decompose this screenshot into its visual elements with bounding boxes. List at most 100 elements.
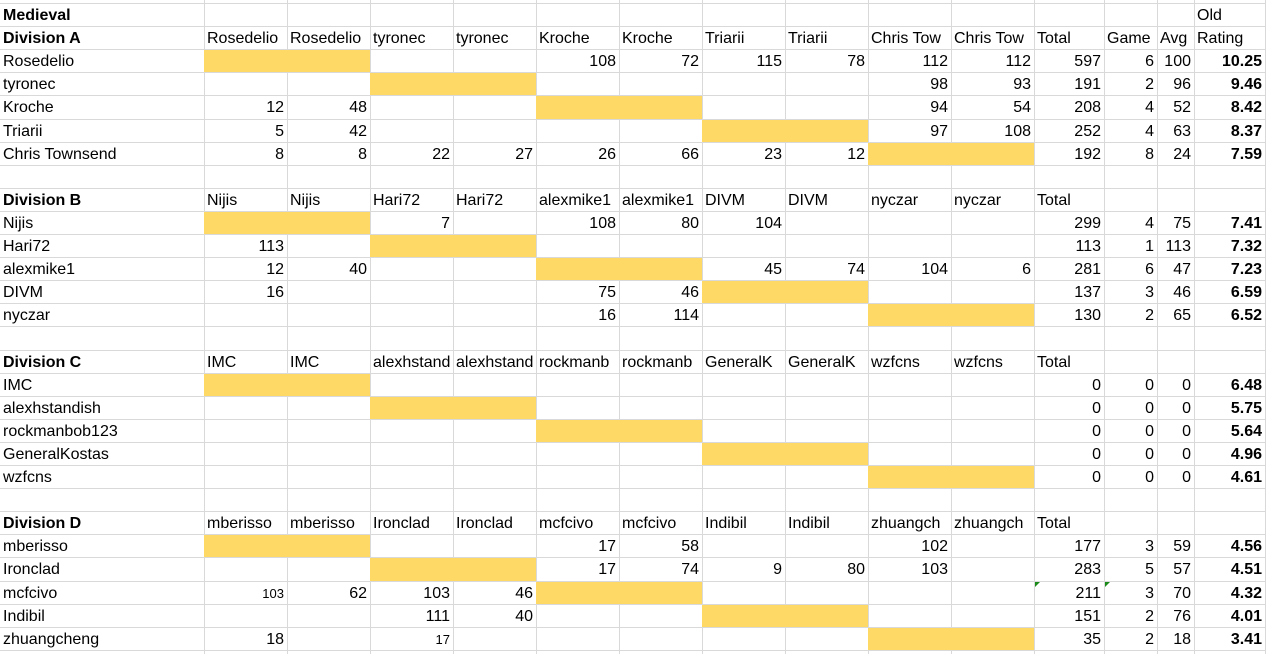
average-value[interactable]: 96	[1173, 76, 1191, 93]
score-value[interactable]: 48	[349, 99, 367, 116]
division-title[interactable]: Division A	[3, 30, 81, 47]
average-value[interactable]: 47	[1173, 261, 1191, 278]
score-value[interactable]: 40	[349, 261, 367, 278]
score-value[interactable]: 45	[764, 261, 782, 278]
total-value[interactable]: 113	[1075, 238, 1101, 255]
rating-value[interactable]: 7.32	[1230, 238, 1262, 255]
score-value[interactable]: 104	[921, 261, 948, 278]
score-value[interactable]: 74	[847, 261, 865, 278]
column-header[interactable]: Indibil	[705, 515, 747, 532]
division-title[interactable]: Division D	[3, 515, 82, 532]
column-header[interactable]: Hari72	[373, 192, 421, 209]
player-name[interactable]: alexmike1	[3, 261, 76, 278]
player-name[interactable]: mberisso	[3, 538, 68, 555]
score-value[interactable]: 98	[930, 76, 948, 93]
score-value[interactable]: 12	[847, 146, 865, 163]
rating-value[interactable]: 4.96	[1230, 446, 1262, 463]
rating-value[interactable]: 4.51	[1230, 561, 1262, 578]
games-value[interactable]: 2	[1145, 307, 1154, 324]
rating-value[interactable]: 7.59	[1230, 146, 1262, 163]
rating-value[interactable]: 8.42	[1230, 99, 1262, 116]
games-value[interactable]: 5	[1145, 561, 1154, 578]
average-value[interactable]: 76	[1173, 608, 1191, 625]
rating-value[interactable]: 4.61	[1230, 469, 1262, 486]
average-value[interactable]: 63	[1173, 123, 1191, 140]
score-value[interactable]: 46	[681, 284, 699, 301]
player-name[interactable]: Ironclad	[3, 561, 60, 578]
score-value[interactable]: 66	[681, 146, 699, 163]
score-value[interactable]: 108	[1004, 123, 1031, 140]
rating-value[interactable]: 9.46	[1230, 76, 1262, 93]
player-name[interactable]: Triarii	[3, 123, 43, 140]
score-value[interactable]: 102	[921, 538, 948, 555]
games-value[interactable]: 0	[1145, 423, 1154, 440]
average-value[interactable]: 24	[1173, 146, 1191, 163]
score-value[interactable]: 93	[1013, 76, 1031, 93]
column-header[interactable]: Nijis	[207, 192, 238, 209]
score-value[interactable]: 62	[349, 585, 367, 602]
score-value[interactable]: 72	[681, 53, 699, 70]
column-header[interactable]: Ironclad	[456, 515, 513, 532]
score-value[interactable]: 103	[423, 585, 450, 602]
score-value[interactable]: 26	[598, 146, 616, 163]
column-header[interactable]: GeneralK	[705, 354, 773, 371]
score-value[interactable]: 54	[1013, 99, 1031, 116]
rating-value[interactable]: 5.64	[1230, 423, 1262, 440]
games-value[interactable]: 0	[1145, 446, 1154, 463]
total-value[interactable]: 281	[1074, 261, 1101, 278]
total-value[interactable]: 211	[1075, 585, 1101, 602]
score-value[interactable]: 22	[432, 146, 450, 163]
score-value[interactable]: 42	[349, 123, 367, 140]
rating-value[interactable]: 6.52	[1230, 307, 1262, 324]
average-value[interactable]: 0	[1182, 446, 1191, 463]
column-header[interactable]: Total	[1037, 30, 1071, 47]
column-header[interactable]: Hari72	[456, 192, 504, 209]
sheet-title[interactable]: Medieval	[3, 7, 71, 24]
score-value[interactable]: 8	[275, 146, 284, 163]
column-header[interactable]: Rosedelio	[290, 30, 362, 47]
total-value[interactable]: 0	[1092, 446, 1101, 463]
score-value[interactable]: 17	[598, 561, 616, 578]
total-value[interactable]: 252	[1074, 123, 1101, 140]
total-value[interactable]: 35	[1083, 631, 1101, 648]
average-value[interactable]: 59	[1173, 538, 1191, 555]
score-value[interactable]: 103	[262, 586, 284, 601]
average-value[interactable]: 100	[1164, 53, 1191, 70]
column-header[interactable]: Rating	[1197, 30, 1244, 47]
score-value[interactable]: 46	[515, 585, 533, 602]
division-title[interactable]: Division B	[3, 192, 82, 209]
score-value[interactable]: 17	[598, 538, 616, 555]
average-value[interactable]: 18	[1173, 631, 1191, 648]
score-value[interactable]: 12	[266, 261, 284, 278]
total-value[interactable]: 0	[1092, 469, 1101, 486]
rating-value[interactable]: 5.75	[1230, 400, 1262, 417]
column-header[interactable]: Chris Tow	[871, 30, 941, 47]
games-value[interactable]: 2	[1145, 76, 1154, 93]
column-header[interactable]: Chris Tow	[954, 30, 1024, 47]
average-value[interactable]: 113	[1165, 238, 1191, 255]
total-value[interactable]: 151	[1074, 608, 1101, 625]
column-header[interactable]: tyronec	[373, 30, 426, 47]
total-value[interactable]: 283	[1074, 561, 1101, 578]
player-name[interactable]: Kroche	[3, 99, 54, 116]
total-value[interactable]: 177	[1074, 538, 1101, 555]
column-header[interactable]: zhuangch	[871, 515, 941, 532]
score-value[interactable]: 40	[515, 608, 533, 625]
rating-value[interactable]: 6.59	[1230, 284, 1262, 301]
column-header[interactable]: rockmanb	[539, 354, 610, 371]
games-value[interactable]: 4	[1145, 123, 1154, 140]
average-value[interactable]: 0	[1182, 377, 1191, 394]
rating-value[interactable]: 4.01	[1230, 608, 1262, 625]
score-value[interactable]: 74	[681, 561, 699, 578]
player-name[interactable]: Indibil	[3, 608, 45, 625]
average-value[interactable]: 70	[1173, 585, 1191, 602]
column-header[interactable]: Triarii	[788, 30, 828, 47]
games-value[interactable]: 6	[1145, 53, 1154, 70]
score-value[interactable]: 5	[275, 123, 284, 140]
column-header[interactable]: wzfcns	[954, 354, 1003, 371]
games-value[interactable]: 8	[1145, 146, 1154, 163]
column-header[interactable]: mberisso	[290, 515, 355, 532]
total-value[interactable]: 191	[1074, 76, 1101, 93]
score-value[interactable]: 6	[1022, 261, 1031, 278]
